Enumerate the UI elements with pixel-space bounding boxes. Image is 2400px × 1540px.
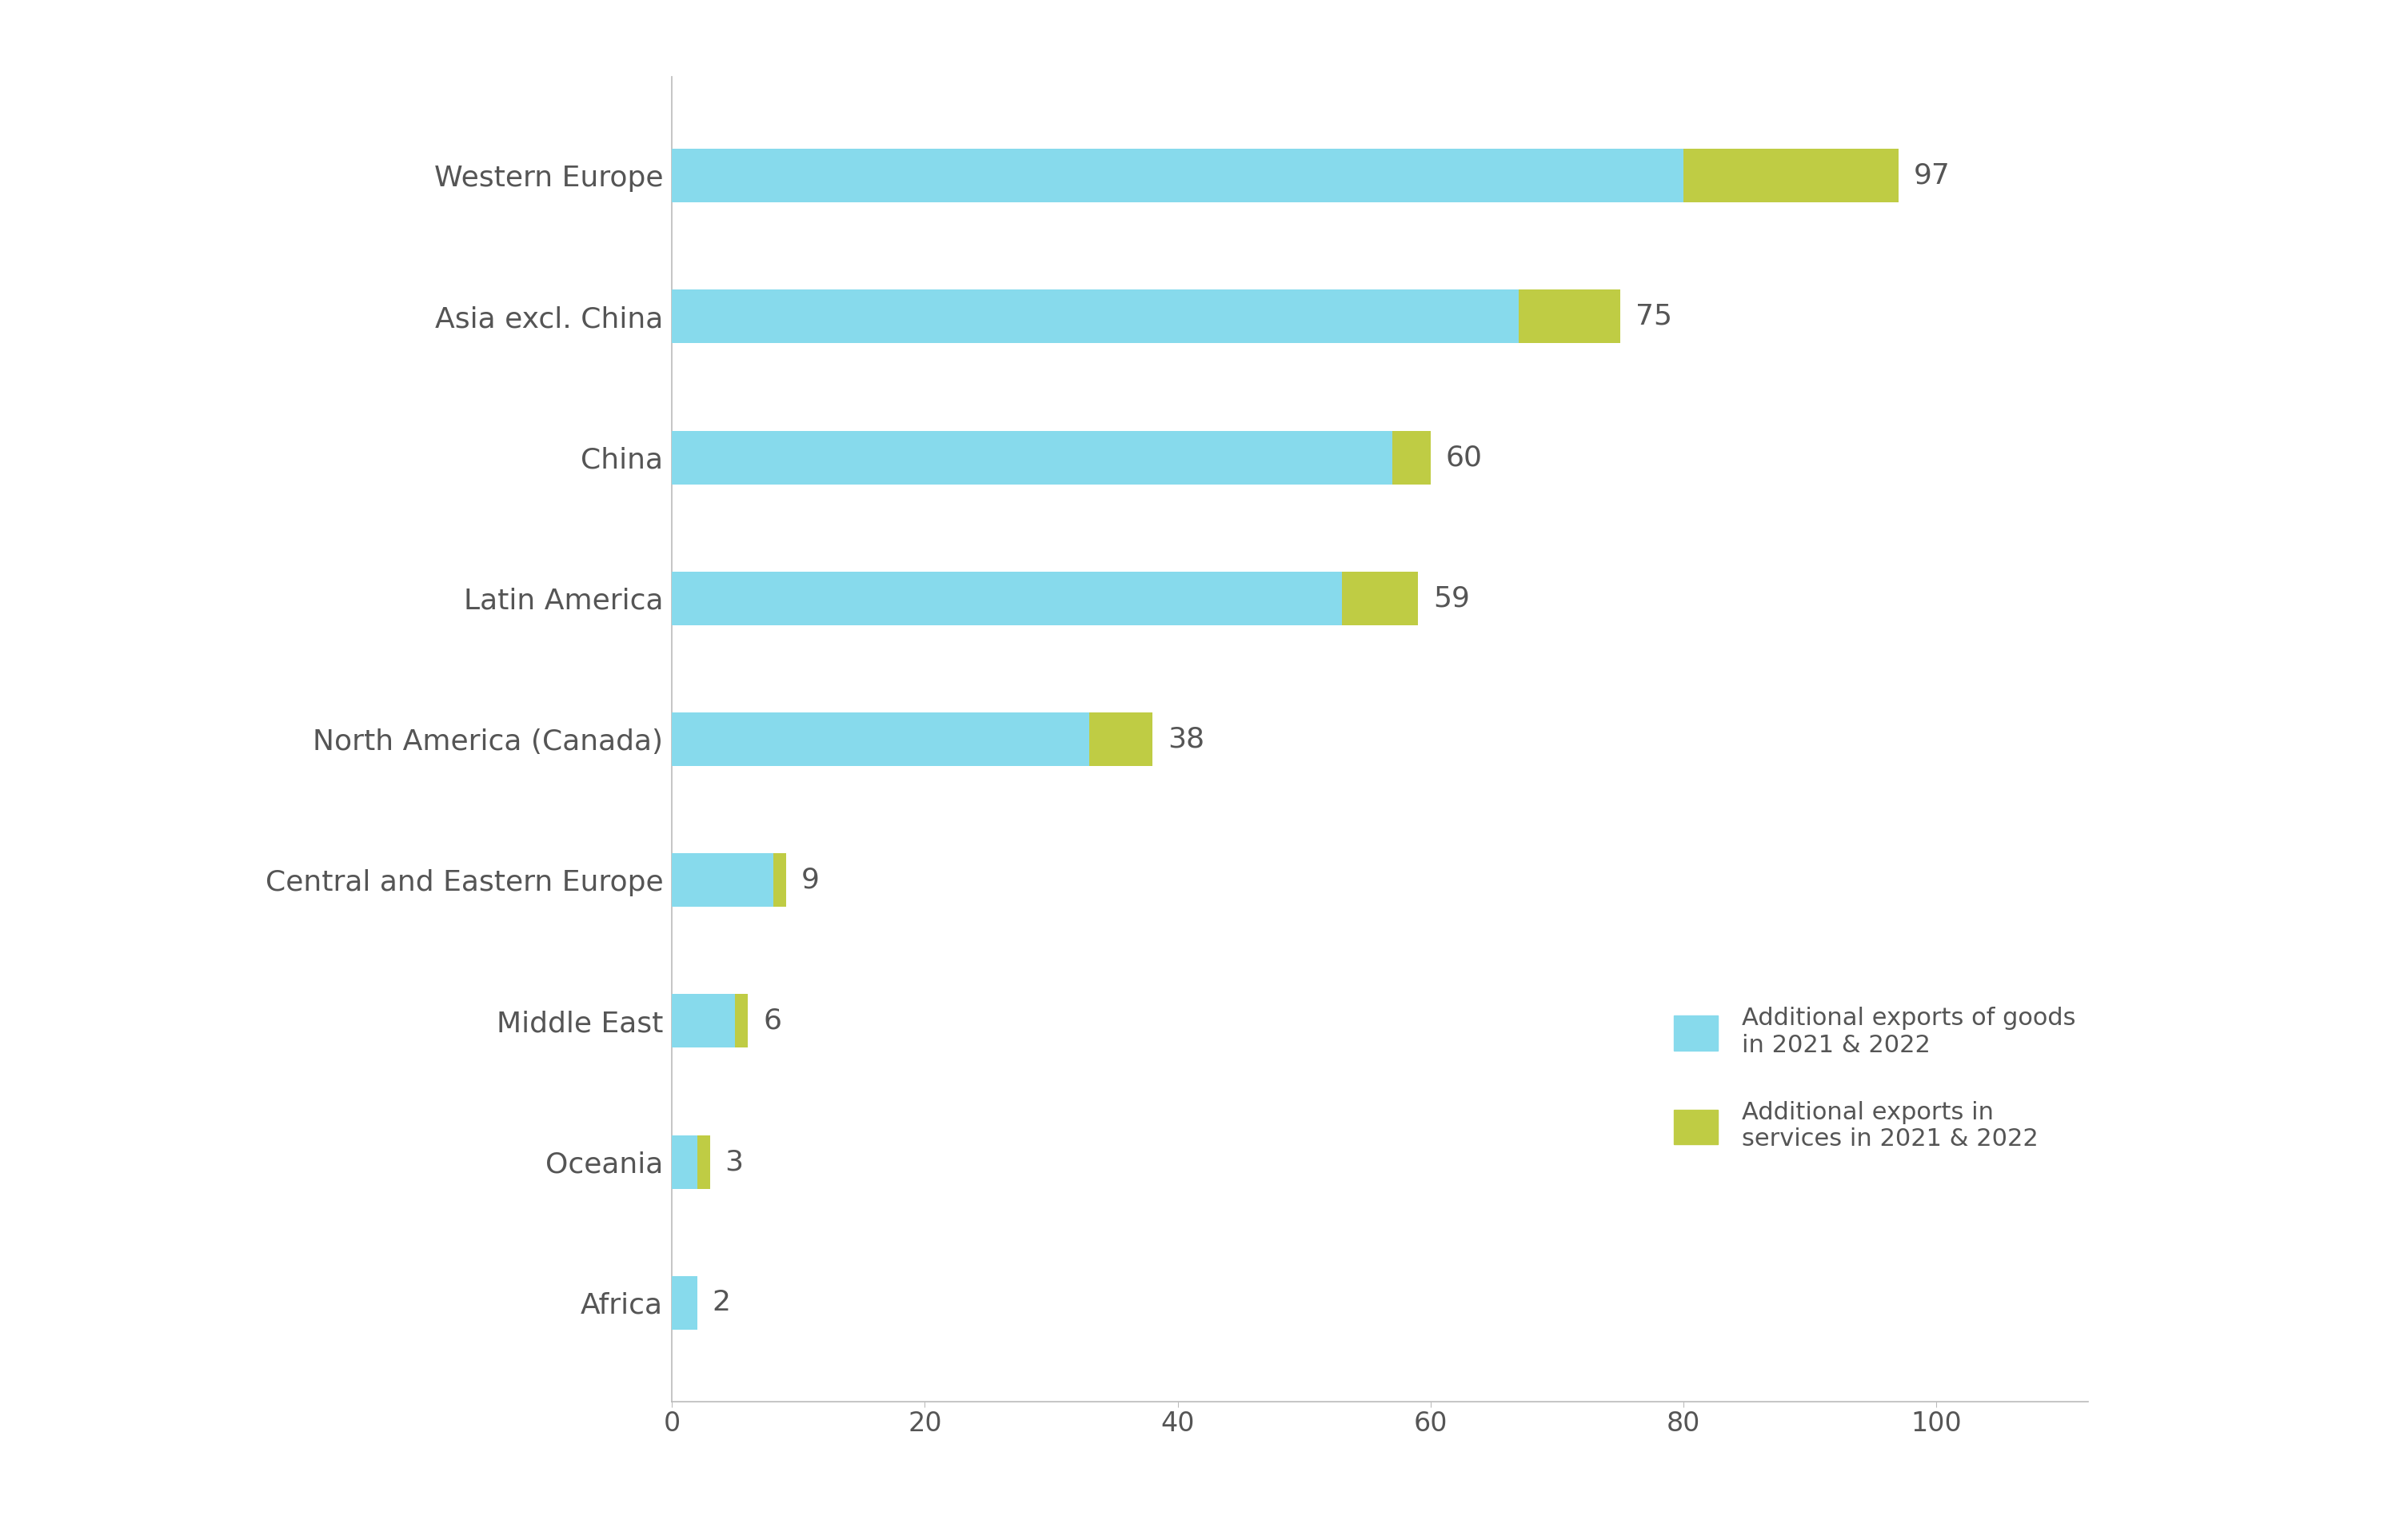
- Bar: [672, 1135, 698, 1189]
- Legend: Additional exports of goods
in 2021 & 2022, Additional exports in
services in 20: Additional exports of goods in 2021 & 20…: [1673, 1007, 2076, 1150]
- Bar: [672, 571, 1342, 625]
- Bar: [1090, 713, 1152, 765]
- Text: 59: 59: [1433, 585, 1469, 611]
- Bar: [1392, 431, 1430, 484]
- Bar: [698, 1135, 710, 1189]
- Bar: [1682, 149, 1898, 202]
- Text: 2: 2: [713, 1289, 732, 1317]
- Bar: [1342, 571, 1418, 625]
- Bar: [672, 853, 773, 907]
- Text: 38: 38: [1166, 725, 1205, 753]
- Text: 6: 6: [763, 1007, 782, 1035]
- Bar: [672, 713, 1090, 765]
- Text: 60: 60: [1445, 444, 1483, 471]
- Text: 75: 75: [1634, 303, 1673, 330]
- Text: 9: 9: [802, 867, 818, 893]
- Bar: [672, 431, 1392, 484]
- Bar: [1519, 290, 1620, 343]
- Text: 97: 97: [1913, 162, 1951, 189]
- Text: 3: 3: [725, 1149, 744, 1175]
- Bar: [672, 149, 1682, 202]
- Bar: [672, 995, 734, 1047]
- Bar: [672, 1277, 698, 1329]
- Bar: [734, 995, 749, 1047]
- Bar: [773, 853, 785, 907]
- Bar: [672, 290, 1519, 343]
